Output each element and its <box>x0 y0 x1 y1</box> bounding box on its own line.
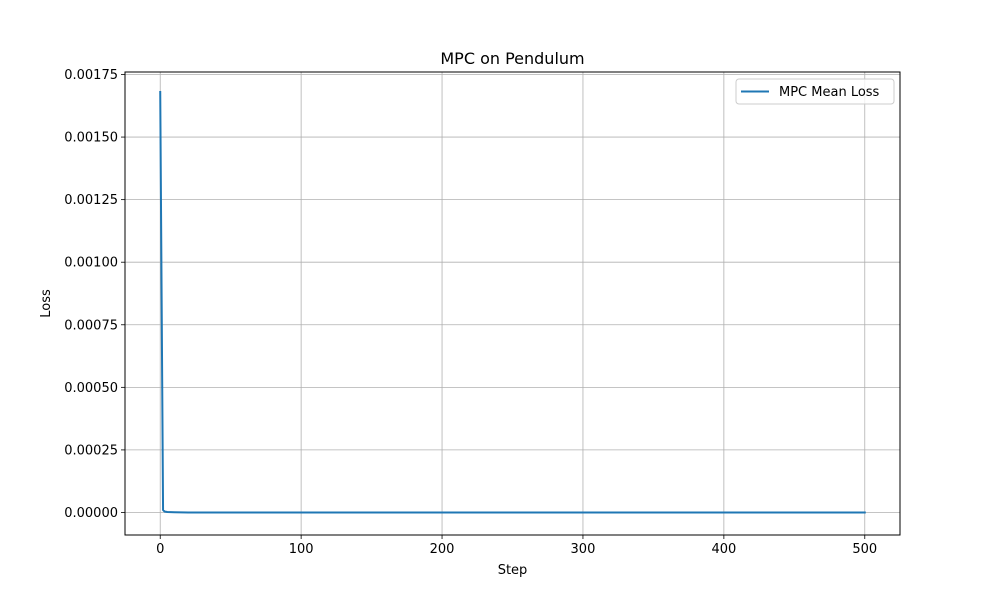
x-axis-label: Step <box>498 563 528 578</box>
series-layer <box>159 91 866 514</box>
legend-box <box>735 78 895 105</box>
legend-label-mpc-mean-loss: MPC Mean Loss <box>779 85 880 100</box>
x-tick-label: 0 <box>156 542 164 557</box>
y-tick-label: 0.00175 <box>64 68 118 83</box>
series-line-mpc-mean-loss <box>159 91 866 514</box>
y-axis-ticks: 0.00000 0.00025 0.00050 0.00075 0.00100 0.001… <box>64 68 125 521</box>
x-tick-label: 100 <box>289 542 314 557</box>
y-tick-label: 0.00000 <box>64 506 118 521</box>
legend: MPC Mean Loss <box>735 78 895 105</box>
x-tick-label: 200 <box>430 542 455 557</box>
plot-area-frame <box>124 71 901 536</box>
y-tick-label: 0.00125 <box>64 193 118 208</box>
x-tick-label: 500 <box>852 542 877 557</box>
grid-lines <box>125 72 900 535</box>
y-tick-label: 0.00075 <box>64 318 118 333</box>
y-tick-label: 0.00150 <box>64 131 118 146</box>
y-tick-label: 0.00025 <box>64 443 118 458</box>
x-tick-label: 400 <box>711 542 736 557</box>
y-tick-label: 0.00100 <box>64 256 118 271</box>
y-tick-label: 0.00050 <box>64 381 118 396</box>
chart-title: MPC on Pendulum <box>440 49 584 68</box>
y-axis-label: Loss <box>39 289 54 318</box>
x-tick-label: 300 <box>571 542 596 557</box>
x-axis-ticks: 0 100 200 300 400 500 <box>156 535 877 557</box>
